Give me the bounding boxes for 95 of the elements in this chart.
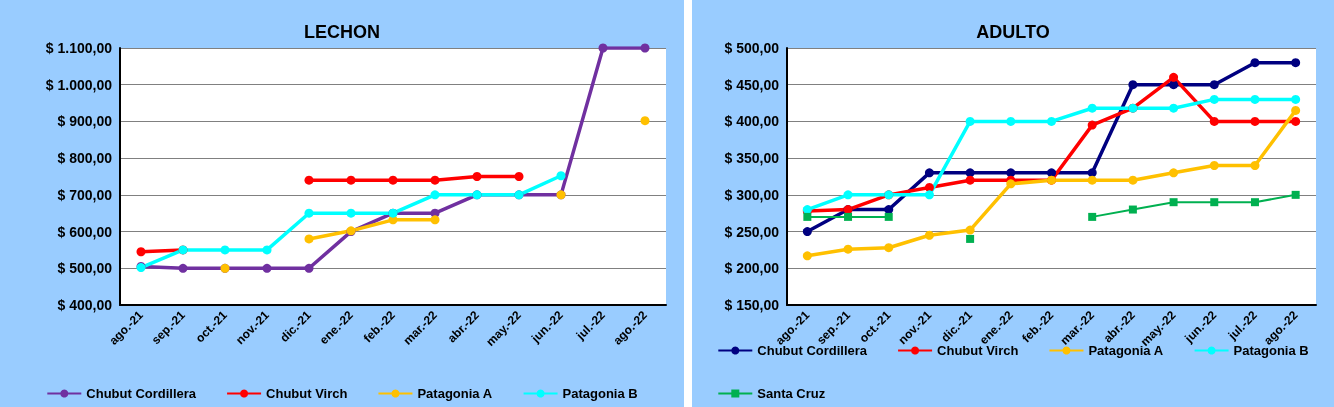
legend-label: Chubut Cordillera	[86, 386, 197, 401]
legend-label: Patagonia A	[417, 386, 493, 401]
point	[1169, 168, 1179, 178]
point	[924, 168, 934, 178]
y-tick-label: $ 800,00	[57, 150, 113, 167]
y-tick-label: $ 500,00	[724, 40, 780, 56]
y-tick-label: $ 900,00	[57, 113, 113, 130]
point	[1210, 198, 1219, 207]
point	[843, 190, 853, 200]
point	[1088, 212, 1097, 221]
point	[1006, 116, 1016, 126]
y-tick-label: $ 1.000,00	[45, 76, 113, 93]
point	[965, 225, 975, 235]
point	[430, 175, 440, 185]
point	[1087, 175, 1097, 185]
point	[924, 190, 934, 200]
point	[1169, 72, 1179, 82]
point	[1006, 168, 1016, 178]
point	[1209, 160, 1219, 170]
point	[1169, 103, 1179, 113]
point	[843, 244, 853, 254]
point	[924, 183, 934, 193]
y-tick-label: $ 300,00	[724, 186, 780, 203]
point	[346, 175, 356, 185]
y-tick-label: $ 600,00	[57, 223, 113, 240]
point	[1087, 103, 1097, 113]
point	[1291, 105, 1301, 115]
point	[304, 175, 314, 185]
point	[304, 234, 314, 244]
point	[136, 247, 146, 257]
point	[1087, 168, 1097, 178]
point	[966, 234, 975, 243]
point	[884, 212, 893, 221]
y-tick-label: $ 200,00	[724, 260, 780, 277]
point	[262, 245, 272, 255]
y-tick-label: $ 400,00	[724, 113, 780, 130]
point	[1128, 80, 1138, 90]
point	[1006, 179, 1016, 189]
point	[346, 208, 356, 218]
point	[388, 175, 398, 185]
point	[472, 172, 482, 181]
point	[598, 43, 608, 53]
y-tick-label: $ 150,00	[724, 297, 780, 313]
point	[965, 168, 975, 178]
point	[514, 172, 524, 181]
legend-label: Santa Cruz	[757, 386, 826, 401]
chart-title: LECHON	[304, 22, 380, 42]
point	[1047, 168, 1056, 178]
point	[1291, 94, 1301, 104]
point	[1128, 205, 1137, 214]
point	[803, 212, 812, 221]
point	[1250, 94, 1260, 104]
y-tick-label: $ 400,00	[57, 297, 113, 313]
point	[802, 227, 812, 237]
point	[965, 175, 975, 185]
y-tick-label: $ 700,00	[57, 186, 113, 203]
legend-label: Patagonia B	[562, 386, 638, 401]
point	[1250, 116, 1260, 126]
y-tick-label: $ 450,00	[724, 76, 780, 93]
point	[430, 190, 440, 200]
point	[304, 263, 314, 273]
point	[640, 116, 650, 126]
point	[965, 116, 975, 126]
legend-label: Chubut Virch	[937, 343, 1019, 358]
point	[178, 263, 188, 273]
point	[1209, 94, 1219, 104]
y-tick-label: $ 1.100,00	[45, 40, 113, 56]
y-tick-label: $ 250,00	[724, 223, 780, 240]
legend-label: Chubut Virch	[266, 386, 348, 401]
point	[802, 251, 812, 261]
point	[262, 263, 272, 273]
point	[884, 243, 894, 253]
point	[1128, 175, 1138, 185]
point	[1291, 58, 1301, 68]
point	[640, 43, 650, 53]
point	[1250, 160, 1260, 170]
point	[556, 171, 566, 181]
point	[220, 245, 230, 255]
point	[1250, 198, 1259, 207]
y-tick-label: $ 350,00	[724, 150, 780, 167]
point	[1169, 198, 1178, 207]
y-tick-label: $ 500,00	[57, 260, 113, 277]
point	[1291, 190, 1300, 199]
point	[1169, 80, 1179, 90]
chart-title: ADULTO	[976, 22, 1050, 42]
point	[1087, 120, 1097, 130]
point	[1047, 116, 1056, 126]
point	[1209, 116, 1219, 126]
point	[304, 208, 314, 218]
point	[1250, 58, 1260, 68]
point	[430, 215, 440, 225]
point	[1291, 116, 1301, 126]
point	[924, 230, 934, 240]
point	[1209, 80, 1219, 90]
point	[844, 212, 853, 221]
